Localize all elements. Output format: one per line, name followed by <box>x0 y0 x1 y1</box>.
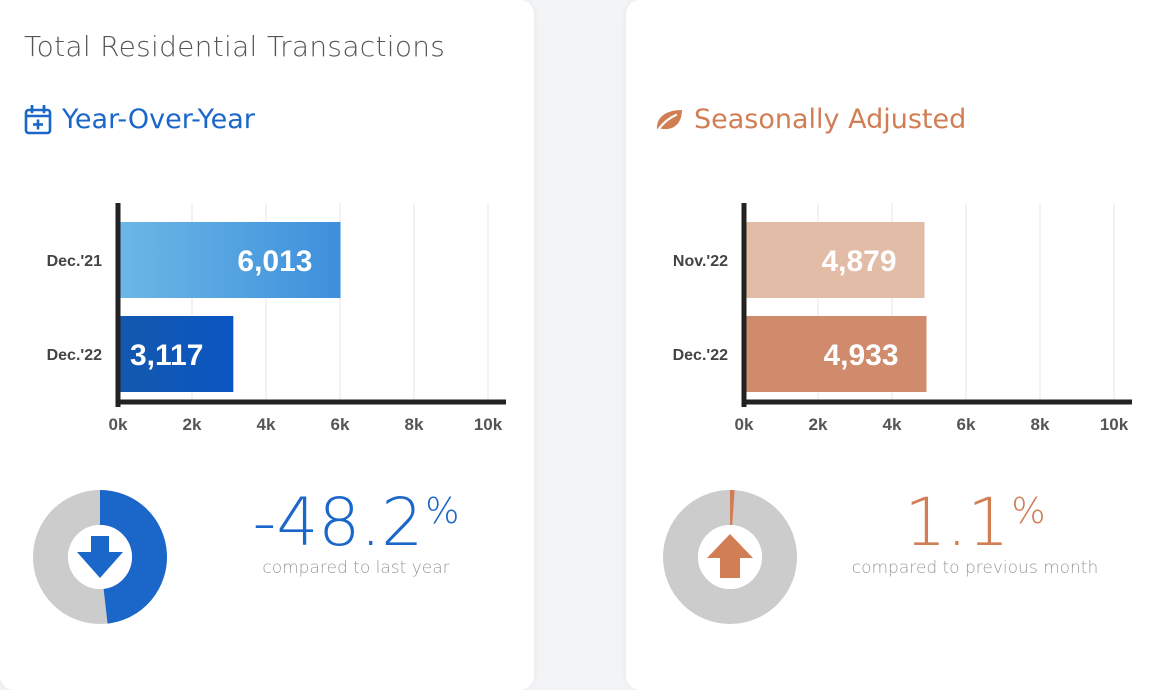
seasonally-adjusted-change-block: 1.1% compared to previous month <box>840 490 1110 578</box>
bar-value-label: 6,013 <box>237 245 312 278</box>
x-tick-label: 8k <box>1031 415 1050 434</box>
seasonally-adjusted-change-unit: % <box>1011 491 1045 532</box>
bar-value-label: 4,879 <box>821 245 896 278</box>
calendar-plus-icon <box>24 105 52 135</box>
yoy-bar-chart: 0k 2k 4k 6k 8k 10k Dec.'21 6,013 Dec.'22 3,117 <box>0 195 534 445</box>
yoy-change-value: -48.2 <box>253 484 424 561</box>
yoy-heading: Year-Over-Year <box>24 104 255 135</box>
seasonally-adjusted-change-donut <box>663 490 797 624</box>
x-tick-label: 6k <box>957 415 976 434</box>
page-title: Total Residential Transactions <box>24 30 445 63</box>
x-tick-label: 10k <box>1100 415 1129 434</box>
x-tick-label: 0k <box>735 415 754 434</box>
x-tick-label: 6k <box>331 415 350 434</box>
x-tick-label: 8k <box>405 415 424 434</box>
x-tick-label: 2k <box>809 415 828 434</box>
x-tick-label: 4k <box>257 415 276 434</box>
seasonally-adjusted-change-value: 1.1 <box>904 484 1009 561</box>
x-tick-label: 2k <box>183 415 202 434</box>
y-category-label: Nov.'22 <box>673 253 728 270</box>
yoy-change-caption: compared to last year <box>246 558 466 578</box>
y-category-label: Dec.'22 <box>673 347 729 364</box>
seasonally-adjusted-heading-label: Seasonally Adjusted <box>694 104 966 135</box>
y-category-label: Dec.'22 <box>47 347 103 364</box>
yoy-heading-label: Year-Over-Year <box>62 104 255 135</box>
seasonally-adjusted-card: Seasonally Adjusted 0k 2k 4k 6k 8k 10k Nov.'22… <box>626 0 1153 690</box>
yoy-card: Total Residential Transactions Year-Over… <box>0 0 534 690</box>
leaf-icon <box>654 107 684 133</box>
yoy-change-donut <box>33 490 167 624</box>
yoy-change-unit: % <box>425 491 459 532</box>
yoy-change-block: -48.2% compared to last year <box>246 490 466 578</box>
bar-value-label: 4,933 <box>823 339 898 372</box>
x-tick-label: 4k <box>883 415 902 434</box>
seasonally-adjusted-bar-chart: 0k 2k 4k 6k 8k 10k Nov.'22 4,879 Dec.'22 4,933 <box>626 195 1153 445</box>
bar-value-label: 3,117 <box>130 339 203 372</box>
x-tick-label: 0k <box>109 415 128 434</box>
y-category-label: Dec.'21 <box>47 253 103 270</box>
x-tick-label: 10k <box>474 415 503 434</box>
seasonally-adjusted-change-caption: compared to previous month <box>840 558 1110 578</box>
seasonally-adjusted-heading: Seasonally Adjusted <box>654 104 966 135</box>
